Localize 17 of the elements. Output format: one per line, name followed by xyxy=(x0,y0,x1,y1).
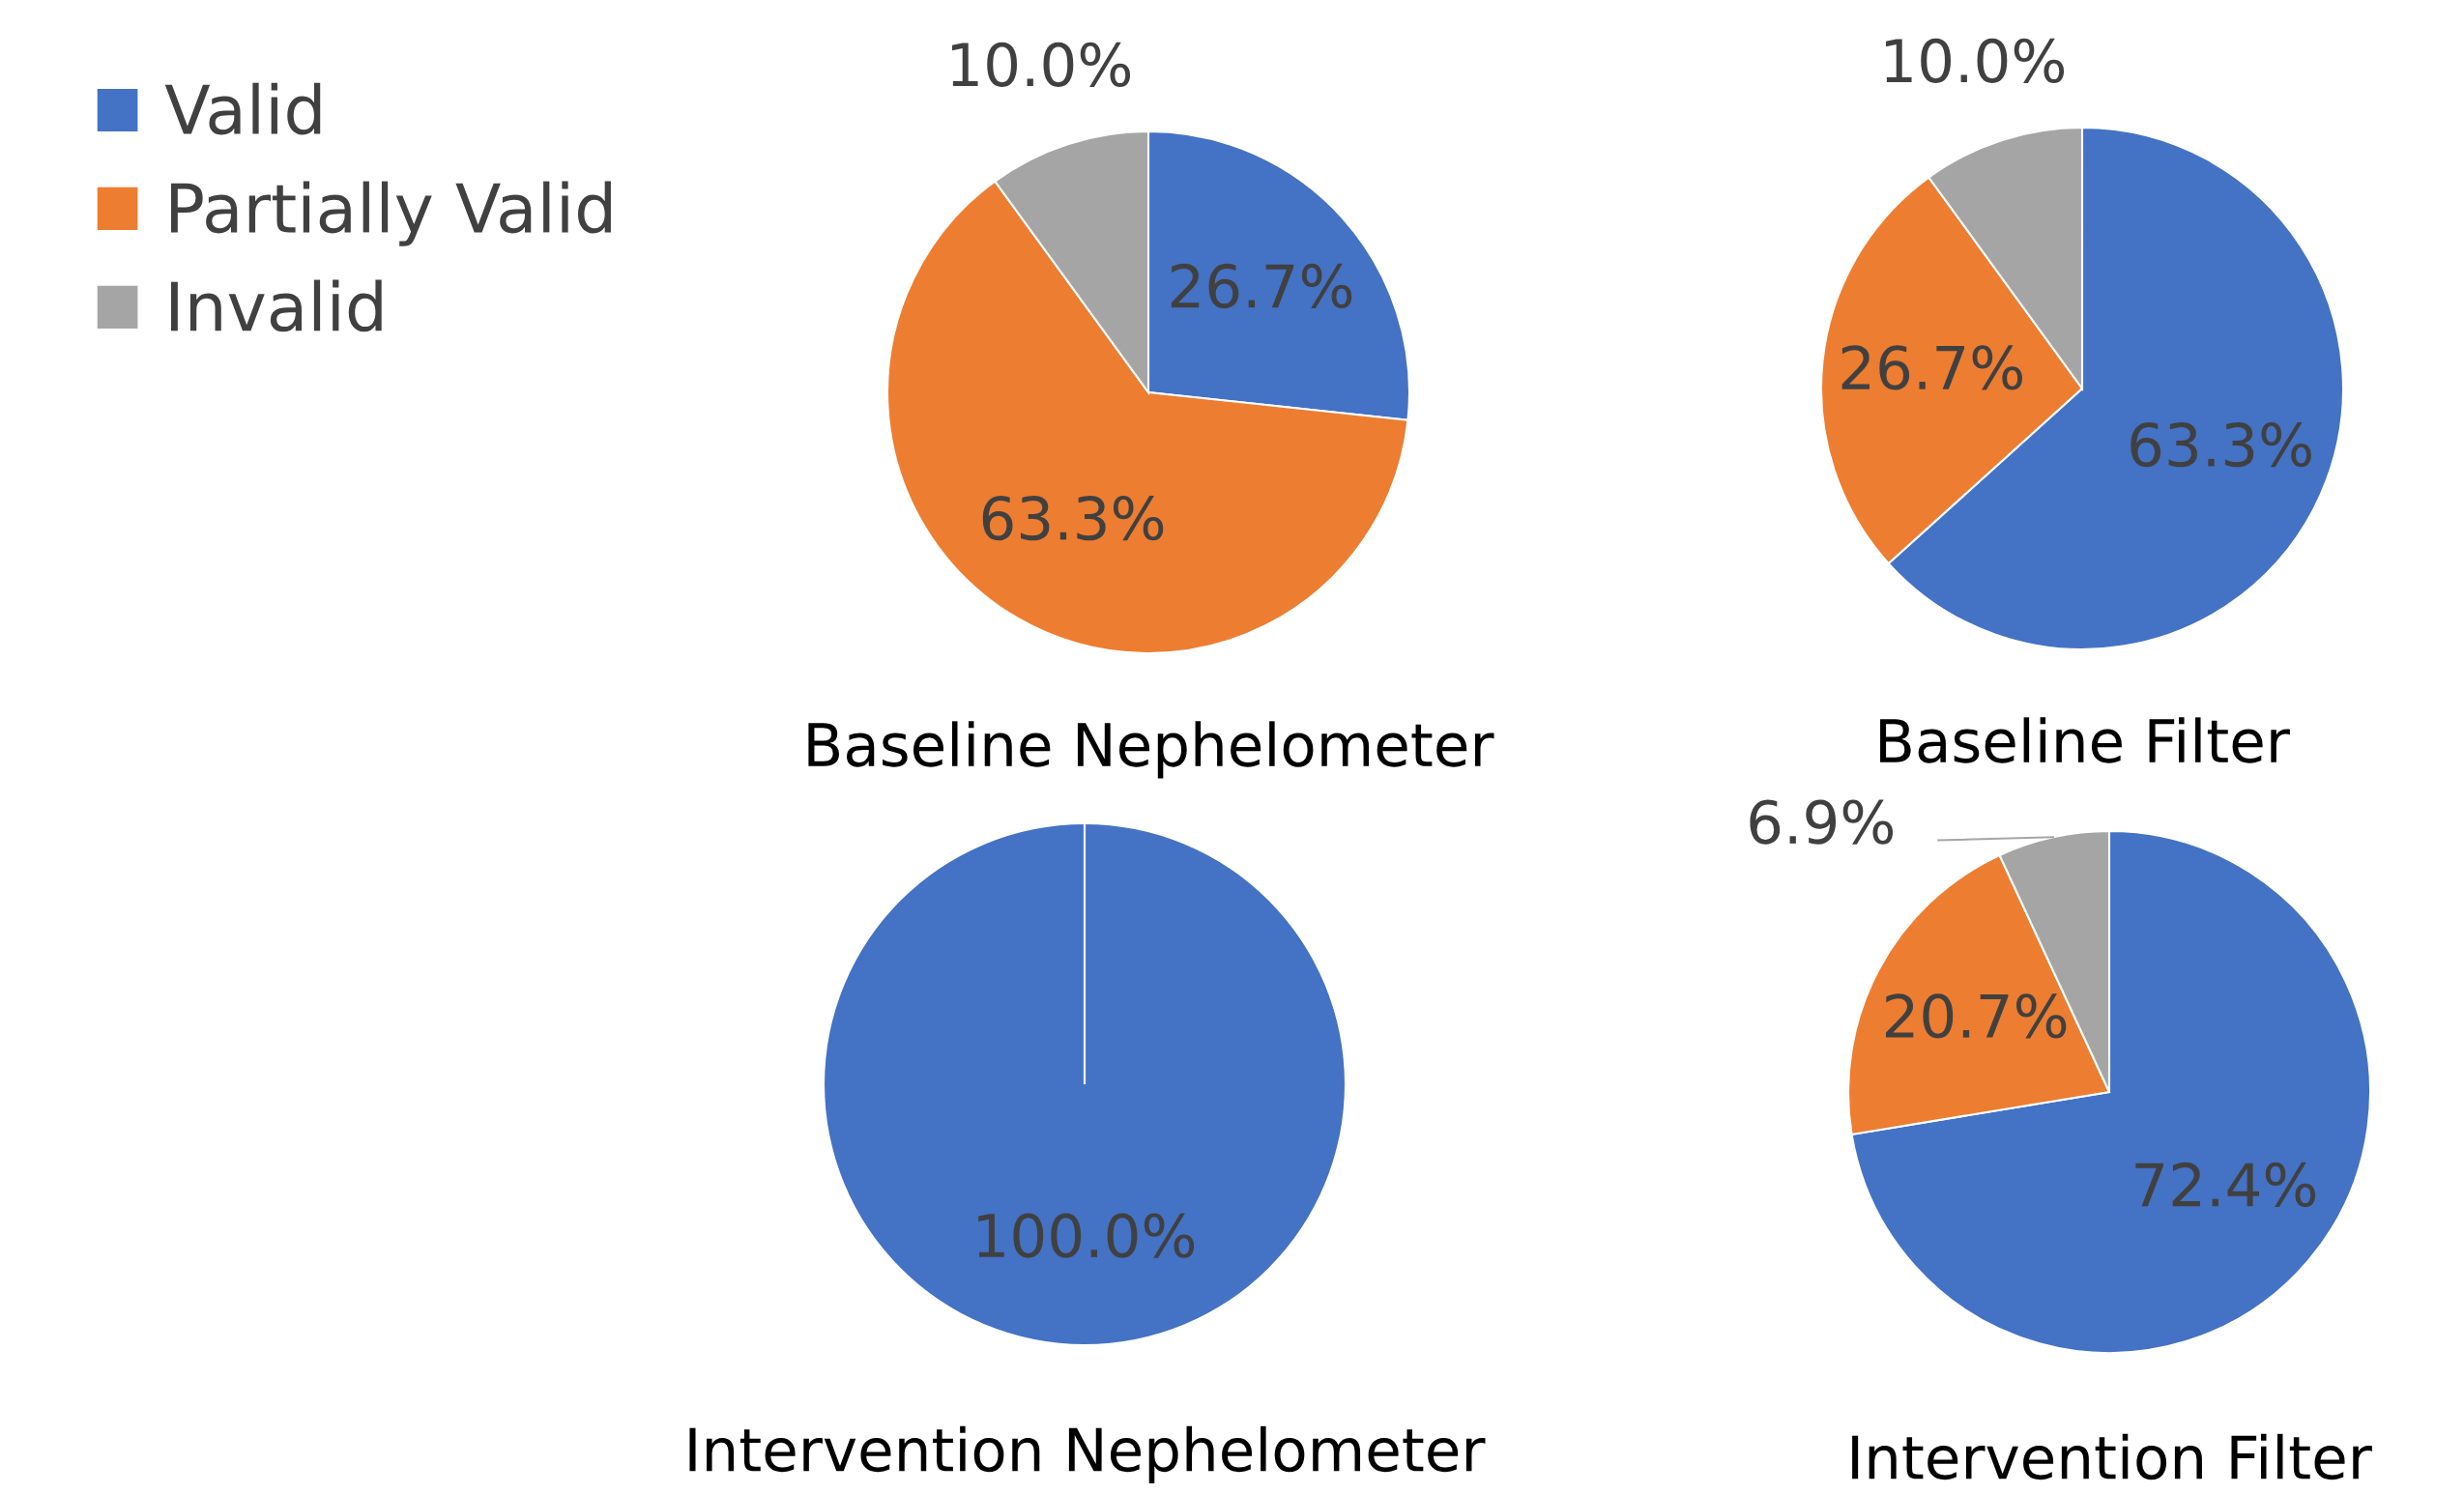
data-label: 10.0% xyxy=(952,42,1131,87)
data-label: 72.4% xyxy=(2135,1162,2316,1208)
text: Intervention Nephelometer xyxy=(689,1425,1486,1483)
legend-label: Valid xyxy=(164,82,321,135)
data-label: 26.7% xyxy=(1171,263,1352,309)
data-label: 63.3% xyxy=(982,496,1164,541)
legend-label: Partially Valid xyxy=(170,181,611,246)
data-label: 100.0% xyxy=(978,1213,1195,1258)
text: Baseline Nephelometer xyxy=(808,721,1494,779)
text: Intervention Filter xyxy=(1852,1433,2372,1480)
data-label: 10.0% xyxy=(1886,38,2065,83)
legend-label: Invalid xyxy=(170,279,382,332)
data-label: 63.3% xyxy=(2131,422,2311,468)
data-label: 26.7% xyxy=(1841,345,2022,390)
data-label: 20.7% xyxy=(1886,993,2067,1039)
text: Baseline Filter xyxy=(1880,717,2290,763)
data-label: 6.9% xyxy=(1750,799,1894,845)
